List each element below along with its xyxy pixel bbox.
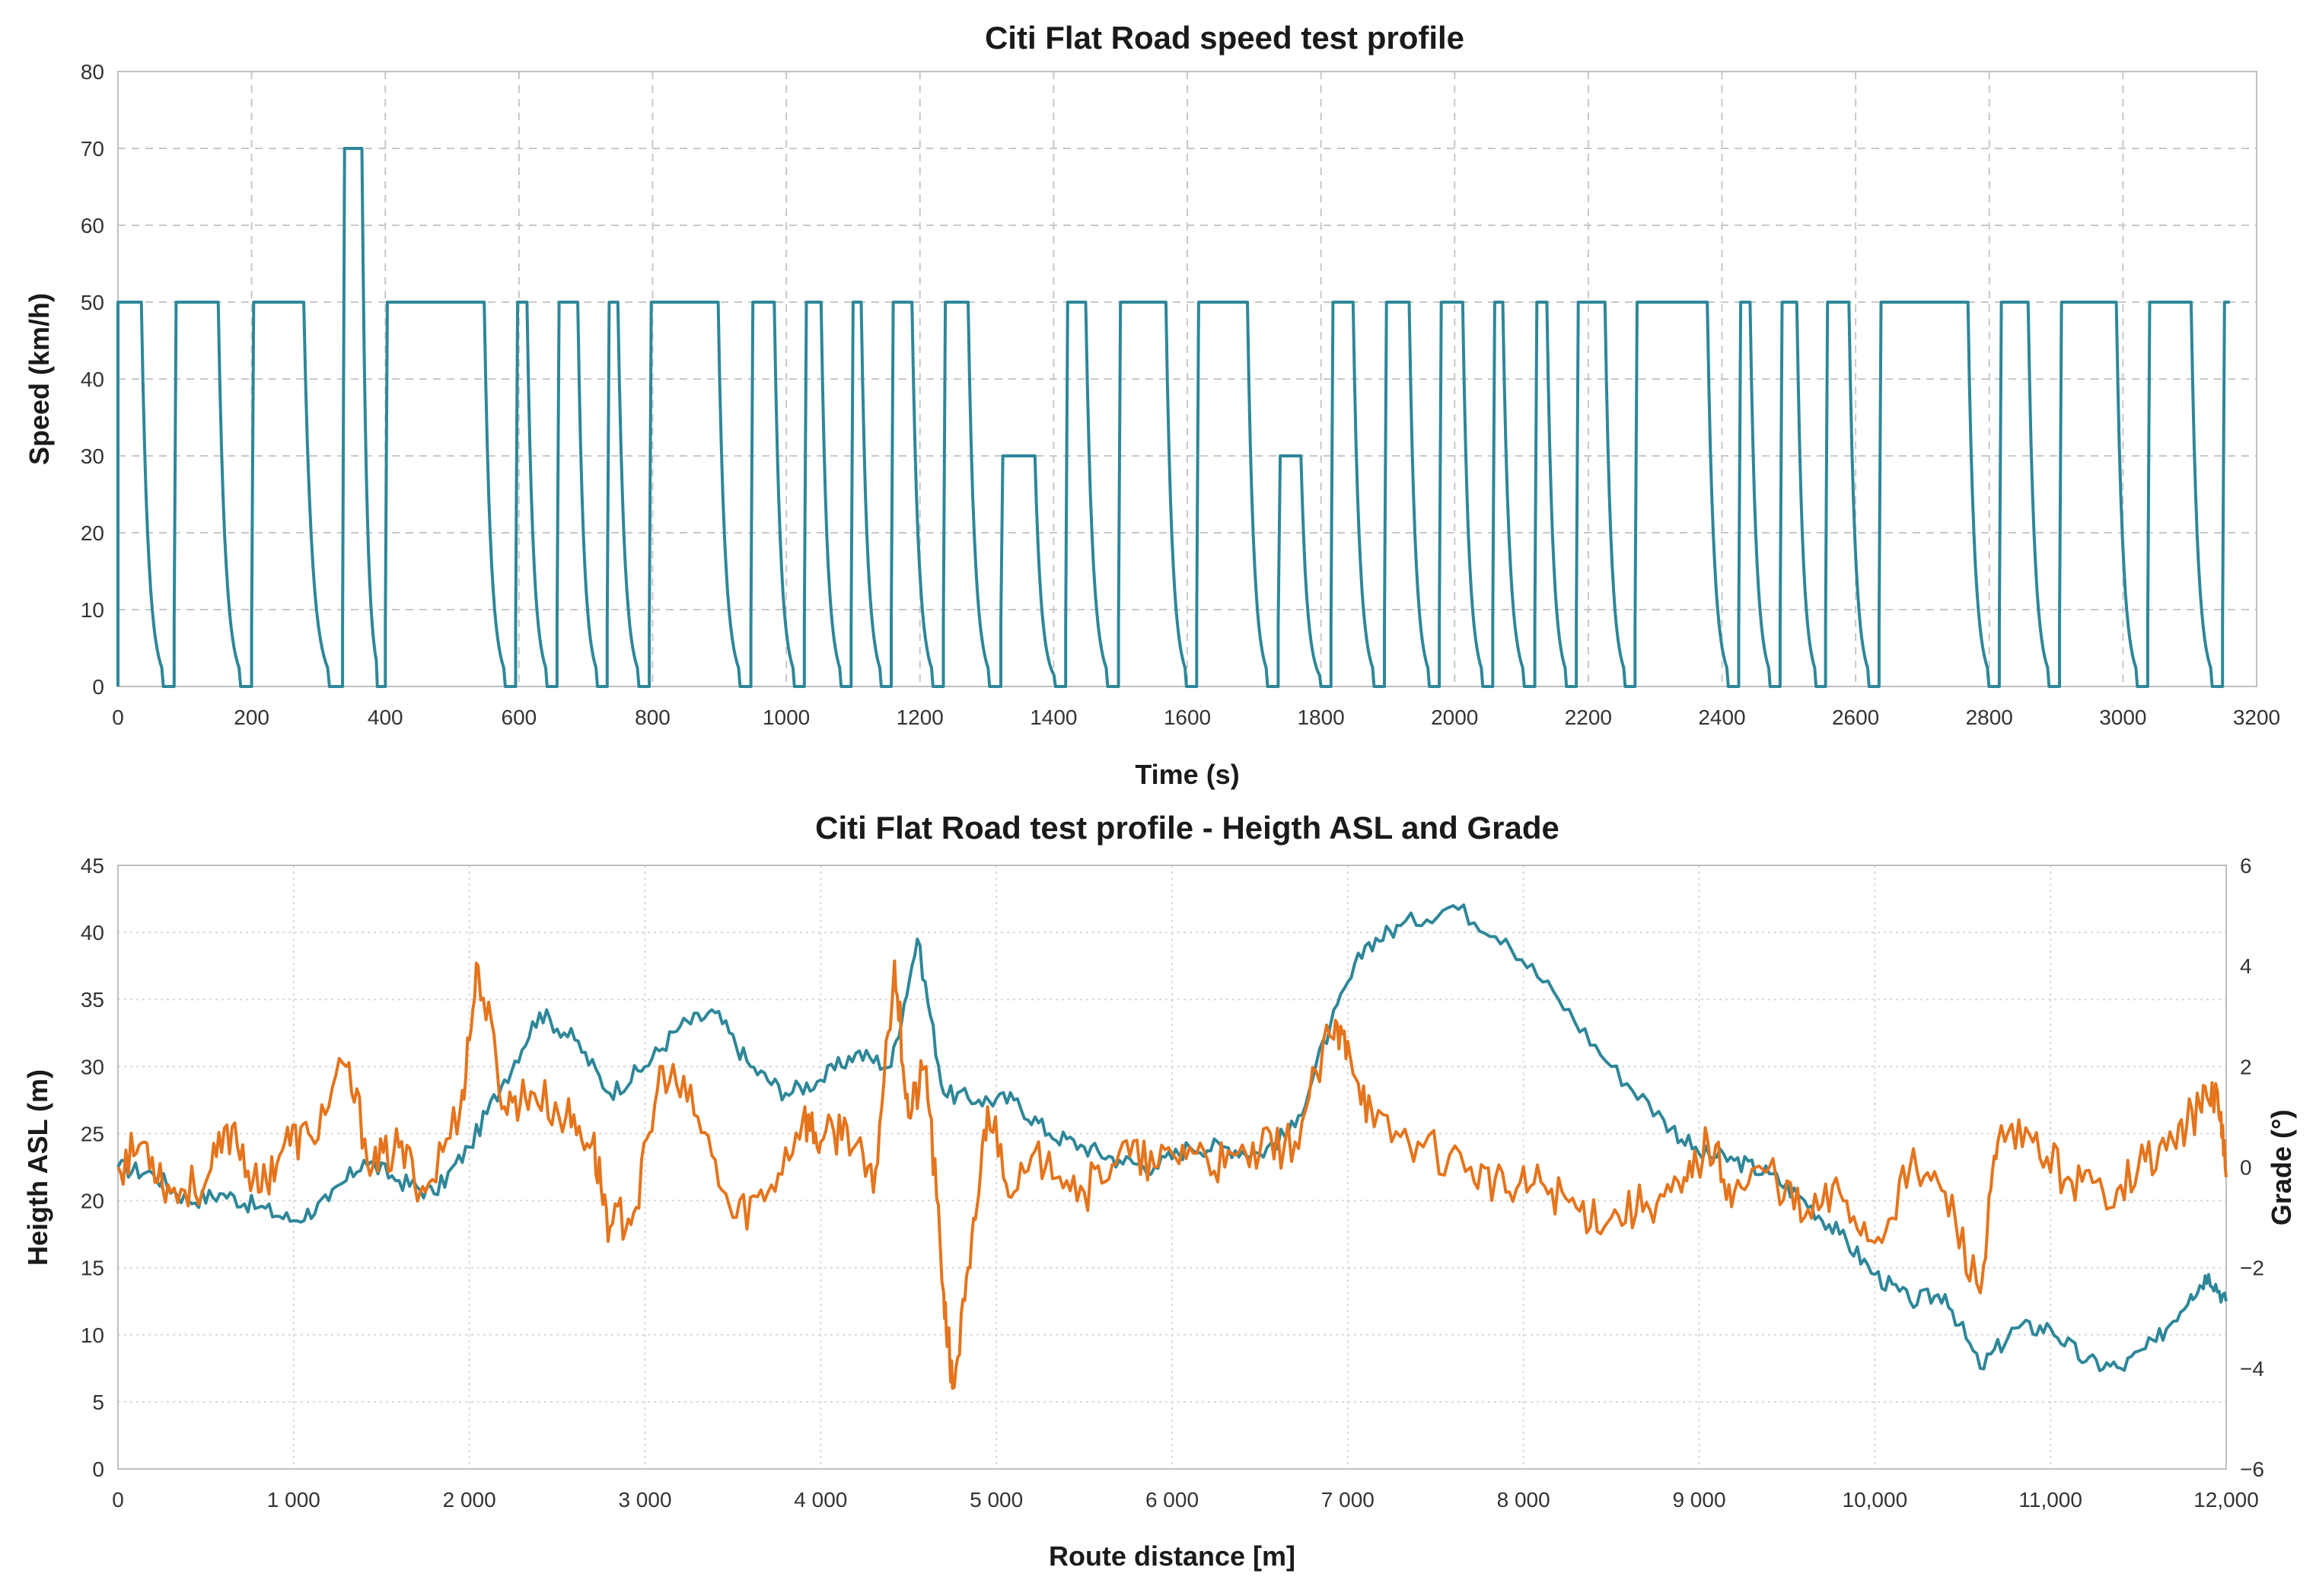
height-grade-chart-x-tick-label: 12,000 — [2193, 1488, 2259, 1512]
speed-chart-x-tick-label: 400 — [368, 706, 403, 729]
height-grade-chart-y2-tick-label: −2 — [2240, 1257, 2264, 1280]
height-grade-chart-y-tick-label: 15 — [81, 1257, 104, 1280]
speed-chart-series — [116, 147, 2230, 688]
speed-chart-x-tick-label: 1800 — [1297, 706, 1344, 729]
height-grade-chart-y2-tick-label: −4 — [2240, 1357, 2264, 1381]
height-grade-chart-y-axis-title: Heigth ASL (m) — [22, 1069, 53, 1266]
speed-chart-x-tick-label: 2000 — [1431, 706, 1478, 729]
speed-chart-x-tick-label: 1400 — [1030, 706, 1077, 729]
height-grade-chart-x-tick-label: 2 000 — [443, 1488, 496, 1512]
height-grade-chart-y-tick-label: 0 — [92, 1457, 104, 1481]
speed-chart-y-ticks: 0 10 20 30 40 50 60 70 80 — [81, 60, 104, 699]
height-grade-chart-x-tick-label: 10,000 — [1843, 1488, 1908, 1512]
height-grade-chart-y2-tick-label: 2 — [2240, 1055, 2252, 1078]
height-grade-chart-y2-tick-label: 0 — [2240, 1156, 2252, 1180]
height-grade-chart-x-tick-label: 5 000 — [970, 1488, 1023, 1512]
speed-chart-x-tick-label: 2400 — [1698, 706, 1745, 729]
height-grade-chart: Citi Flat Road test profile - Heigth ASL… — [22, 810, 2297, 1572]
height-grade-chart-y-tick-label: 35 — [81, 988, 104, 1011]
speed-chart-y-tick-label: 40 — [81, 368, 104, 391]
height-grade-chart-x-tick-label: 3 000 — [618, 1488, 671, 1512]
height-grade-chart-y2-ticks: −6 −4 −2 0 2 4 6 — [2240, 854, 2264, 1481]
speed-chart-x-tick-label: 3200 — [2233, 706, 2280, 729]
height-grade-chart-series — [116, 903, 2228, 1391]
height-series-line — [116, 903, 2228, 1372]
speed-chart-x-tick-label: 2200 — [1565, 706, 1612, 729]
speed-chart-y-tick-label: 70 — [81, 137, 104, 161]
height-grade-chart-y-tick-label: 45 — [81, 854, 104, 878]
speed-series-line — [116, 147, 2230, 688]
height-grade-chart-y2-tick-label: 6 — [2240, 854, 2252, 878]
speed-chart-y-axis-title: Speed (km/h) — [24, 293, 55, 465]
height-grade-chart-y-tick-label: 20 — [81, 1190, 104, 1213]
height-grade-chart-x-tick-label: 9 000 — [1672, 1488, 1725, 1512]
speed-chart-y-tick-label: 50 — [81, 291, 104, 314]
speed-chart-y-tick-label: 10 — [81, 598, 104, 622]
height-grade-chart-x-tick-label: 0 — [112, 1488, 124, 1512]
height-grade-chart-x-tick-label: 4 000 — [794, 1488, 847, 1512]
height-grade-chart-y-tick-label: 5 — [92, 1391, 104, 1414]
height-grade-chart-y2-tick-label: 4 — [2240, 954, 2252, 978]
height-grade-chart-x-tick-label: 8 000 — [1497, 1488, 1550, 1512]
speed-chart-y-tick-label: 0 — [92, 675, 104, 699]
speed-chart-gridlines — [117, 71, 2257, 687]
height-grade-chart-y-tick-label: 10 — [81, 1324, 104, 1347]
speed-chart-y-tick-label: 20 — [81, 521, 104, 545]
speed-chart-x-tick-label: 1600 — [1164, 706, 1211, 729]
height-grade-chart-x-axis-title: Route distance [m] — [1049, 1540, 1295, 1572]
speed-chart-x-ticks: 0 200 400 600 800 1000 1200 1400 1600 1800 2000 220… — [112, 706, 2280, 729]
speed-chart-x-tick-label: 2800 — [1966, 706, 2013, 729]
speed-chart-x-tick-label: 200 — [234, 706, 269, 729]
height-grade-chart-title: Citi Flat Road test profile - Heigth ASL… — [815, 810, 1559, 846]
height-grade-chart-x-tick-label: 7 000 — [1321, 1488, 1375, 1512]
speed-chart-x-tick-label: 1200 — [897, 706, 944, 729]
speed-chart-x-axis-title: Time (s) — [1135, 759, 1239, 790]
speed-chart-x-tick-label: 3000 — [2099, 706, 2146, 729]
speed-chart-x-tick-label: 1000 — [763, 706, 810, 729]
height-grade-chart-x-tick-label: 1 000 — [267, 1488, 320, 1512]
speed-chart-y-tick-label: 80 — [81, 60, 104, 84]
speed-chart: Citi Flat Road speed test profile 0 10 20 3… — [24, 20, 2280, 790]
height-grade-chart-y-tick-label: 30 — [81, 1055, 104, 1078]
grade-series-line — [116, 959, 2228, 1391]
speed-chart-x-tick-label: 2600 — [1832, 706, 1879, 729]
height-grade-chart-y2-tick-label: −6 — [2240, 1457, 2264, 1481]
height-grade-chart-x-tick-label: 6 000 — [1145, 1488, 1199, 1512]
height-grade-chart-y2-axis-title: Grade (°) — [2266, 1110, 2297, 1225]
height-grade-chart-y-ticks: 0 5 10 15 20 25 30 35 40 45 — [81, 854, 104, 1481]
speed-chart-x-tick-label: 600 — [502, 706, 537, 729]
speed-chart-y-tick-label: 60 — [81, 214, 104, 237]
speed-chart-y-tick-label: 30 — [81, 444, 104, 468]
height-grade-chart-x-ticks: 0 1 000 2 000 3 000 4 000 5 000 6 000 7 000 8 00… — [112, 1488, 2259, 1512]
height-grade-chart-y-tick-label: 25 — [81, 1122, 104, 1145]
speed-chart-x-tick-label: 0 — [112, 706, 124, 729]
height-grade-chart-x-tick-label: 11,000 — [2018, 1488, 2082, 1512]
speed-chart-x-tick-label: 800 — [635, 706, 671, 729]
speed-chart-title: Citi Flat Road speed test profile — [985, 20, 1464, 56]
height-grade-chart-y-tick-label: 40 — [81, 921, 104, 945]
